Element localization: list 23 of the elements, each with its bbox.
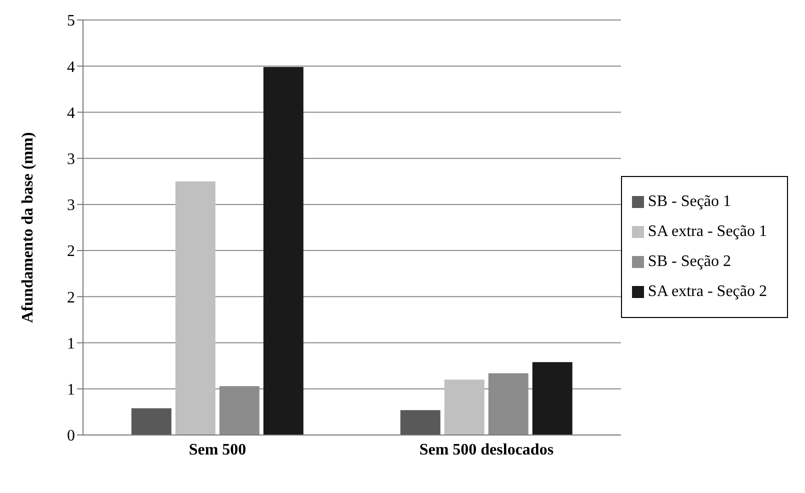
bar	[175, 181, 216, 435]
bar	[444, 380, 484, 435]
x-tick-label: Sem 500	[188, 441, 246, 458]
y-tick-label: 0	[67, 428, 75, 445]
y-tick-label: 1	[67, 335, 75, 352]
y-tick-label: 4	[67, 58, 75, 76]
bar	[263, 67, 304, 435]
y-tick-label: 4	[67, 104, 75, 122]
y-tick-label: 3	[67, 197, 75, 214]
legend-label: SA extra - Seção 2	[648, 282, 767, 300]
bar	[400, 410, 440, 435]
y-tick-label: 2	[67, 289, 75, 306]
y-tick-label: 1	[67, 382, 75, 399]
y-tick-label: 5	[67, 12, 75, 30]
x-tick-label: Sem 500 deslocados	[419, 441, 554, 458]
legend-label: SB - Seção 1	[648, 192, 732, 210]
bar	[532, 362, 572, 435]
bar	[131, 408, 172, 435]
y-tick-label: 3	[67, 151, 75, 168]
legend-label: SB - Seção 2	[648, 252, 732, 270]
y-tick-label: 2	[67, 243, 75, 260]
legend-label: SA extra - Seção 1	[648, 222, 767, 240]
y-axis-title: Afundamento da base (mm)	[20, 132, 37, 323]
